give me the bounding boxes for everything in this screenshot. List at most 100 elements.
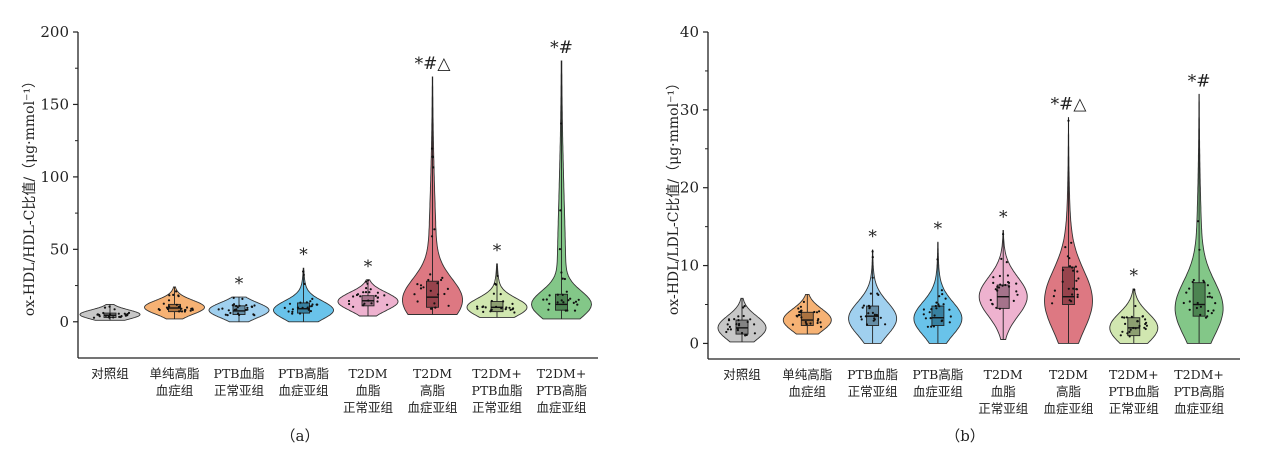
- data-point: [178, 310, 181, 313]
- data-point: [496, 274, 499, 277]
- data-point: [561, 277, 564, 280]
- data-point: [310, 305, 313, 308]
- data-point: [1206, 284, 1209, 287]
- data-point: [928, 311, 931, 314]
- violin-group: *: [848, 227, 898, 344]
- data-point: [932, 325, 936, 328]
- data-point: [376, 300, 379, 303]
- data-point: [1016, 293, 1019, 296]
- data-point: [1121, 330, 1124, 333]
- data-point: [221, 307, 224, 310]
- data-point: [180, 307, 183, 310]
- data-point: [884, 323, 887, 326]
- data-point: [505, 306, 508, 309]
- data-point: [816, 321, 819, 325]
- data-point: [799, 305, 803, 308]
- data-point: [165, 306, 169, 309]
- data-point: [1064, 246, 1067, 249]
- category-label: 血症组: [156, 383, 194, 398]
- data-point: [246, 308, 249, 311]
- data-point: [172, 293, 175, 296]
- category-label: T2DM: [984, 367, 1023, 382]
- data-point: [288, 302, 292, 305]
- data-point: [369, 288, 372, 291]
- data-point: [433, 302, 436, 305]
- data-point: [873, 313, 877, 316]
- data-point: [92, 316, 96, 319]
- data-point: [1071, 293, 1074, 296]
- category-label: 对照组: [723, 367, 761, 382]
- category-label: T2DM+: [537, 366, 587, 381]
- data-point: [422, 286, 425, 289]
- data-point: [108, 315, 111, 318]
- data-point: [1208, 295, 1212, 298]
- data-point: [924, 317, 928, 320]
- category-label: PTB血脂: [214, 366, 265, 381]
- data-point: [348, 302, 351, 306]
- data-point: [1124, 322, 1127, 325]
- data-point: [103, 306, 107, 309]
- data-point: [569, 297, 572, 300]
- data-point: [495, 305, 498, 308]
- significance-label: *: [493, 241, 502, 261]
- data-point: [940, 289, 944, 292]
- data-point: [419, 284, 423, 287]
- data-point: [728, 325, 732, 328]
- data-point: [559, 209, 562, 212]
- data-point: [217, 308, 220, 311]
- category-label: T2DM+: [472, 366, 522, 381]
- data-point: [1197, 220, 1200, 223]
- data-point: [869, 292, 873, 295]
- data-point: [302, 270, 305, 273]
- data-point: [416, 300, 419, 303]
- data-point: [365, 287, 368, 290]
- data-point: [492, 292, 495, 295]
- category-label: 正常亚组: [848, 384, 898, 399]
- data-point: [556, 293, 559, 296]
- data-point: [1182, 301, 1185, 305]
- data-point: [871, 250, 874, 253]
- data-point: [287, 310, 290, 313]
- box: [1192, 282, 1206, 317]
- data-point: [1076, 270, 1079, 273]
- y-axis-title: ox-HDL/LDL-C比值/（μg·mmol⁻¹）: [666, 76, 682, 315]
- significance-label: *#△: [1051, 95, 1088, 115]
- data-point: [1185, 291, 1188, 294]
- data-point: [127, 311, 131, 314]
- significance-label: *: [934, 219, 943, 239]
- data-point: [305, 301, 308, 304]
- data-point: [999, 283, 1002, 286]
- category-label: 正常亚组: [1109, 401, 1159, 416]
- data-point: [1004, 283, 1007, 287]
- data-point: [562, 301, 565, 304]
- data-point: [241, 297, 244, 300]
- data-point: [476, 307, 479, 310]
- data-point: [513, 311, 516, 314]
- data-point: [1072, 269, 1075, 272]
- data-point: [367, 279, 370, 282]
- data-point: [804, 320, 807, 324]
- data-point: [436, 282, 439, 285]
- data-point: [1138, 324, 1141, 328]
- data-point: [508, 306, 511, 309]
- data-point: [298, 312, 302, 315]
- data-point: [818, 310, 821, 313]
- violin-group: *: [913, 219, 963, 344]
- data-point: [1053, 289, 1056, 292]
- data-point: [431, 155, 434, 158]
- data-point: [742, 314, 745, 318]
- data-point: [306, 306, 309, 309]
- data-point: [311, 297, 314, 300]
- data-point: [819, 325, 823, 328]
- data-point: [1130, 315, 1133, 318]
- data-point: [805, 323, 808, 326]
- data-point: [370, 302, 373, 305]
- data-point: [1002, 233, 1005, 236]
- significance-label: *: [235, 274, 244, 294]
- data-point: [797, 307, 800, 310]
- data-point: [246, 306, 249, 309]
- data-point: [352, 305, 355, 308]
- data-point: [1145, 321, 1148, 324]
- data-point: [191, 308, 194, 311]
